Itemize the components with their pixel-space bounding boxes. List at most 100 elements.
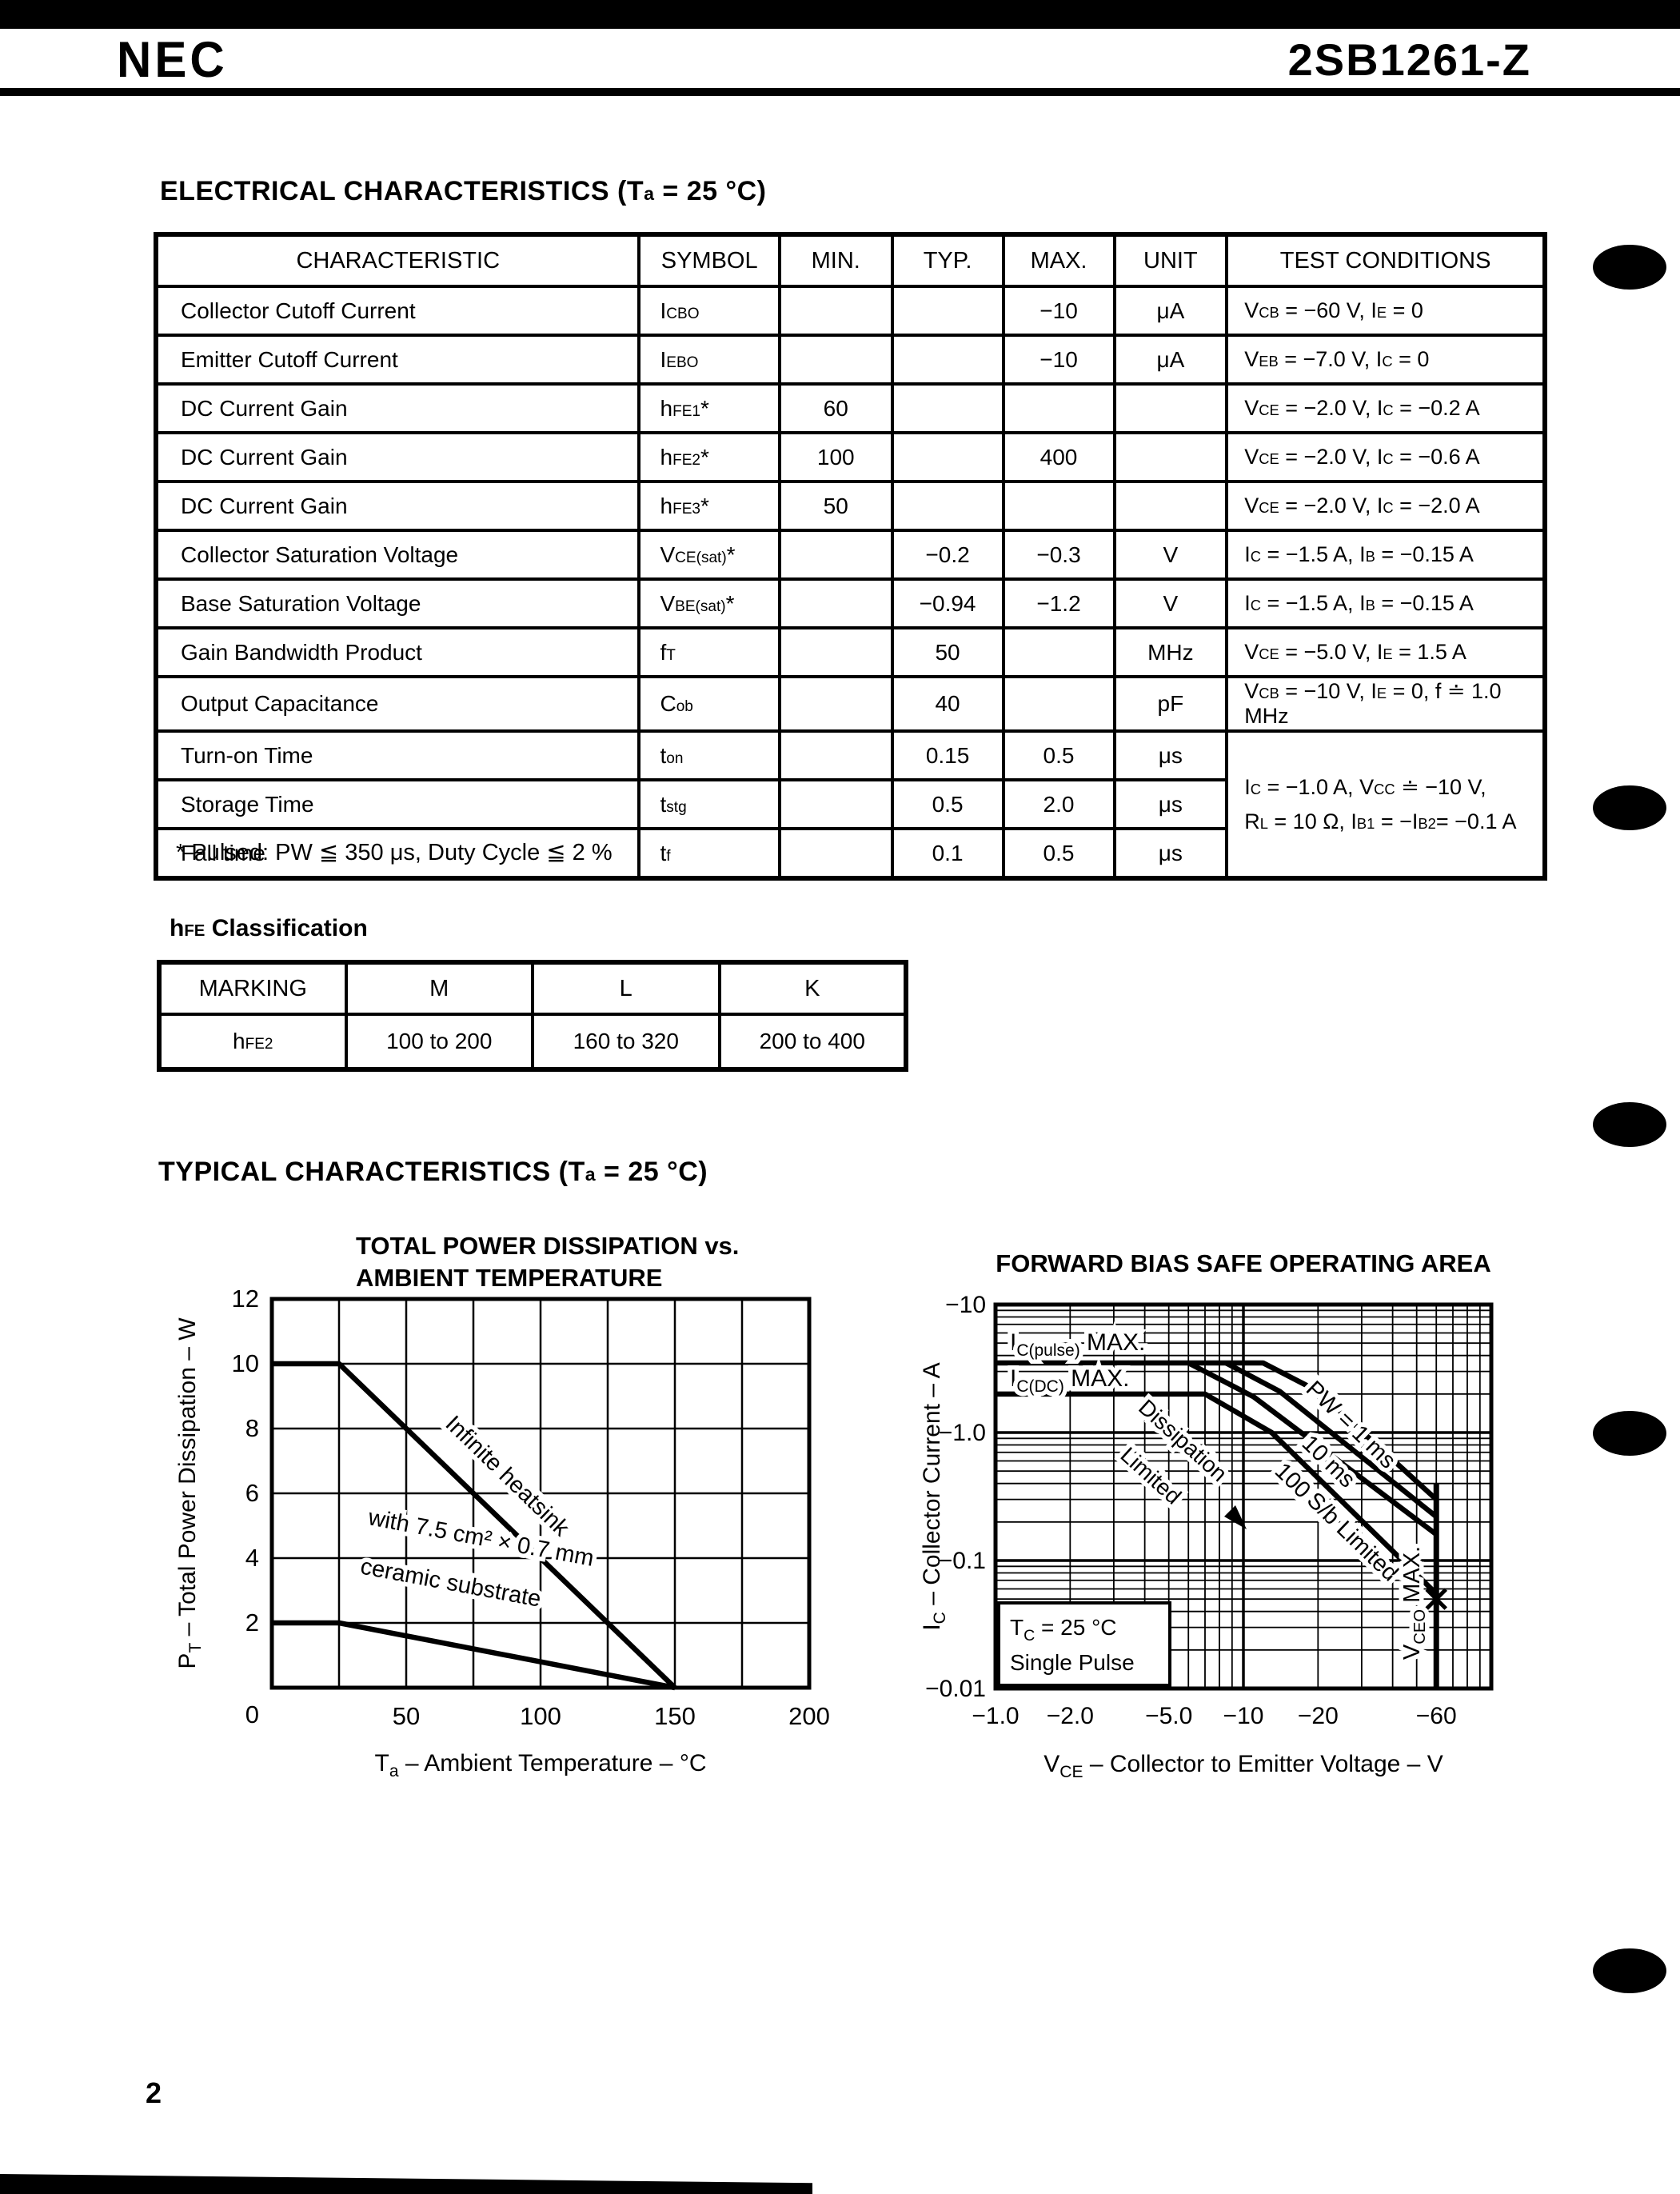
characteristic-cell: Gain Bandwidth Product — [154, 626, 641, 678]
x-tick-label: −10 — [1223, 1703, 1264, 1729]
typ-cell — [890, 431, 1005, 483]
hfe-classification-table: MARKING M L K hFE2 100 to 200 160 to 320 200 t… — [157, 960, 908, 1072]
symbol-cell: VBE(sat)* — [637, 577, 781, 629]
y-tick-label: 6 — [245, 1479, 259, 1507]
typ-cell — [890, 285, 1005, 337]
unit-cell: pF — [1112, 675, 1229, 733]
table-header: CHARACTERISTIC SYMBOL MIN. TYP. MAX. UNIT TEST… — [154, 233, 1546, 288]
characteristic-cell: Fall time — [154, 827, 641, 880]
part-number-title: 2SB1261-Z — [1287, 34, 1531, 85]
x-tick-label: 0 — [245, 1700, 259, 1728]
y-axis-label: PT – Total Power Dissipation – W — [174, 1317, 205, 1669]
unit-cell: μA — [1112, 334, 1229, 386]
typ-cell — [890, 382, 1005, 434]
unit-cell: V — [1112, 577, 1229, 629]
column-header: TEST CONDITIONS — [1225, 233, 1546, 288]
column-header: UNIT — [1112, 233, 1229, 288]
table-row: Emitter Cutoff Current IEBO −10 μA VEB = −7.… — [154, 334, 1546, 386]
symbol-cell: tf — [637, 827, 781, 880]
test-conditions-cell: IC = −1.0 A, VCC ≐ −10 V, RL = 10 Ω, IB1 … — [1225, 729, 1546, 880]
condition-box — [997, 1601, 1171, 1687]
characteristic-cell: Collector Saturation Voltage — [154, 529, 641, 581]
series-pw-100ms — [1187, 1361, 1439, 1537]
condition-line: Single Pulse — [1010, 1650, 1135, 1675]
test-conditions-cell: VCE = −5.0 V, IE = 1.5 A — [1225, 626, 1546, 678]
footnote-pulsed: * Pulsed: PW ≦ 350 μs, Duty Cycle ≦ 2 % — [176, 840, 613, 865]
table-row: Turn-on Time ton 0.15 0.5 μs IC = −1.0 A, VCC… — [154, 729, 1546, 880]
y-axis-label: IC – Collector Current – A — [919, 1362, 949, 1630]
range-cell: 100 to 200 — [344, 1013, 534, 1071]
table-row: DC Current Gain hFE2* 100 400 VCE = −2.0 V, … — [154, 431, 1546, 483]
x-axis-label: Ta – Ambient Temperature – °C — [375, 1750, 707, 1780]
electrical-characteristics-table-wrap: CHARACTERISTIC SYMBOL MIN. TYP. MAX. UNIT TEST… — [154, 232, 1547, 881]
test-conditions-cell: IC = −1.5 A, IB = −0.15 A — [1225, 529, 1546, 581]
column-header: MIN. — [777, 233, 894, 288]
typ-cell — [890, 334, 1005, 386]
top-scan-bar — [0, 0, 1680, 29]
min-cell — [777, 675, 894, 733]
sb-limited-label: S/b Limited — [1302, 1488, 1403, 1587]
unit-cell: μs — [1112, 729, 1229, 781]
hfe-classification-title: hFE Classification — [170, 915, 368, 941]
power-dissipation-chart: TOTAL POWER DISSIPATION vs. AMBIENT TEMPE… — [174, 1232, 830, 1780]
chart-title: FORWARD BIAS SAFE OPERATING AREA — [996, 1249, 1490, 1277]
table-body: hFE2 100 to 200 160 to 320 200 to 400 — [158, 1013, 908, 1071]
registration-mark — [1593, 1411, 1666, 1456]
table-row: Collector Cutoff Current ICBO −10 μA VCB = −… — [154, 285, 1546, 337]
characteristic-cell: Base Saturation Voltage — [154, 577, 641, 629]
y-tick-label: 12 — [232, 1285, 259, 1313]
bottom-scan-bar — [0, 2174, 812, 2194]
table-row: DC Current Gain hFE1* 60 VCE = −2.0 V, IC =… — [154, 382, 1546, 434]
table-row: DC Current Gain hFE3* 50 VCE = −2.0 V, IC =… — [154, 480, 1546, 532]
series-infinite-heatsink — [272, 1361, 677, 1690]
condition-line: TC = 25 °C — [1010, 1615, 1117, 1645]
test-conditions-cell: VCB = −60 V, IE = 0 — [1225, 285, 1546, 337]
test-conditions-cell: IC = −1.5 A, IB = −0.15 A — [1225, 577, 1546, 629]
typ-cell: −0.94 — [890, 577, 1005, 629]
registration-mark — [1593, 785, 1666, 830]
header-row: CHARACTERISTIC SYMBOL MIN. TYP. MAX. UNIT TEST… — [154, 233, 1546, 288]
characteristic-cell: DC Current Gain — [154, 382, 641, 434]
typ-cell: 0.1 — [890, 827, 1005, 880]
column-header: L — [531, 961, 721, 1016]
characteristic-cell: Turn-on Time — [154, 729, 641, 781]
table-row: Storage Time tstg 0.5 2.0 μs — [154, 778, 1545, 830]
page-number: 2 — [146, 2076, 162, 2109]
series-ceramic-substrate — [272, 1620, 676, 1691]
characteristic-cell: DC Current Gain — [154, 431, 641, 483]
dissipation-arrow — [1224, 1505, 1247, 1529]
registration-mark — [1593, 1102, 1666, 1147]
max-cell: 2.0 — [1001, 778, 1116, 830]
x-tick-label: −60 — [1416, 1703, 1457, 1729]
series-label-ceramic-substrate: ceramic substrate — [358, 1554, 543, 1613]
max-cell: −1.2 — [1001, 577, 1116, 629]
test-conditions-cell: VCB = −10 V, IE = 0, f ≐ 1.0 MHz — [1225, 675, 1546, 733]
registration-mark — [1593, 245, 1666, 290]
typ-cell: 50 — [890, 626, 1005, 678]
y-tick-label: −10 — [945, 1292, 986, 1318]
y-tick-label: 2 — [245, 1609, 259, 1637]
unit-cell — [1112, 382, 1229, 434]
x-tick-label: 50 — [393, 1702, 420, 1730]
table-header: MARKING M L K — [158, 961, 908, 1016]
typ-cell: 40 — [890, 675, 1005, 733]
characteristic-cell: DC Current Gain — [154, 480, 641, 532]
table-body: Collector Cutoff Current ICBO −10 μA VCB = −… — [154, 285, 1546, 880]
unit-cell: MHz — [1112, 626, 1229, 678]
nec-logo: NEC — [117, 31, 228, 88]
range-cell: 200 to 400 — [717, 1013, 908, 1071]
column-header: CHARACTERISTIC — [154, 233, 641, 288]
x-tick-label: 100 — [520, 1702, 561, 1730]
x-tick-label: 200 — [788, 1702, 830, 1730]
table-row: Base Saturation Voltage VBE(sat)* −0.94 −1.… — [154, 577, 1546, 629]
y-tick-label: −0.1 — [939, 1548, 986, 1574]
min-cell: 50 — [777, 480, 894, 532]
typ-cell: −0.2 — [890, 529, 1005, 581]
unit-cell: μA — [1112, 285, 1229, 337]
x-tick-label: −1.0 — [972, 1703, 1019, 1729]
ic-pulse-max-label: IC(pulse) MAX. — [1010, 1329, 1145, 1360]
series-pw-10ms — [1224, 1361, 1439, 1519]
characteristic-cell: Emitter Cutoff Current — [154, 334, 641, 386]
safe-operating-area-chart: TC = 25 °C Single Pulse IC(pulse) MAX. IC(D… — [919, 1249, 1494, 1781]
